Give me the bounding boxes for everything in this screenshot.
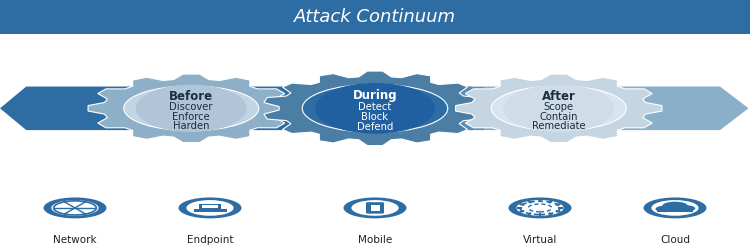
Polygon shape — [450, 86, 484, 130]
FancyBboxPatch shape — [0, 0, 750, 34]
Circle shape — [676, 205, 695, 212]
Text: Mobile: Mobile — [358, 235, 392, 245]
Circle shape — [509, 197, 572, 218]
Circle shape — [644, 197, 706, 218]
Text: Contain: Contain — [539, 112, 578, 122]
Text: Harden: Harden — [173, 121, 209, 131]
Circle shape — [178, 197, 242, 218]
Text: Block: Block — [362, 112, 388, 122]
Circle shape — [344, 197, 406, 218]
Ellipse shape — [136, 85, 247, 132]
FancyBboxPatch shape — [657, 208, 693, 212]
Polygon shape — [88, 74, 295, 143]
Circle shape — [51, 200, 99, 216]
Circle shape — [351, 200, 399, 216]
Text: Virtual: Virtual — [523, 235, 557, 245]
Circle shape — [187, 200, 234, 216]
FancyBboxPatch shape — [199, 204, 221, 209]
Text: Endpoint: Endpoint — [187, 235, 233, 245]
Text: Enforce: Enforce — [172, 112, 210, 122]
Circle shape — [44, 197, 106, 218]
FancyBboxPatch shape — [202, 205, 218, 208]
Text: Remediate: Remediate — [532, 121, 586, 131]
Ellipse shape — [503, 85, 614, 132]
Circle shape — [124, 86, 259, 131]
FancyBboxPatch shape — [194, 209, 226, 212]
Text: After: After — [542, 90, 576, 103]
Text: Network: Network — [53, 235, 97, 245]
Text: Discover: Discover — [170, 102, 213, 112]
Text: Cloud: Cloud — [660, 235, 690, 245]
Text: Attack Continuum: Attack Continuum — [294, 8, 456, 26]
Text: Before: Before — [170, 90, 213, 103]
Text: Defend: Defend — [357, 122, 393, 132]
Circle shape — [656, 206, 675, 212]
Text: Scope: Scope — [544, 102, 574, 112]
FancyBboxPatch shape — [370, 205, 380, 211]
Polygon shape — [0, 86, 472, 130]
Text: During: During — [352, 89, 398, 102]
Polygon shape — [455, 74, 662, 143]
Circle shape — [302, 84, 448, 132]
Polygon shape — [461, 86, 748, 130]
Text: Detect: Detect — [358, 102, 392, 112]
FancyBboxPatch shape — [366, 202, 384, 214]
Circle shape — [662, 202, 688, 210]
Circle shape — [651, 200, 699, 216]
Circle shape — [516, 200, 564, 216]
Polygon shape — [264, 71, 486, 146]
Circle shape — [491, 86, 626, 131]
Ellipse shape — [315, 83, 435, 134]
